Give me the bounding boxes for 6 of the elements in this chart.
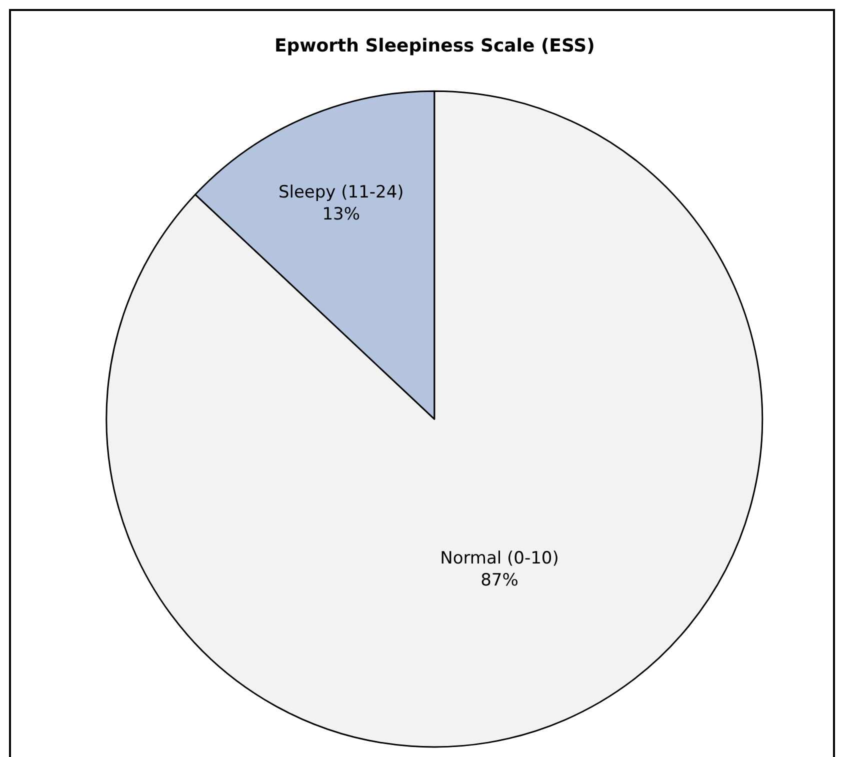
slice-label: Normal (0-10): [440, 548, 559, 568]
data-label: 87%: [480, 570, 518, 591]
chart-title: Epworth Sleepiness Scale (ESS): [274, 36, 595, 57]
data-label: 13%: [322, 204, 360, 225]
pie-slice: [106, 90, 763, 748]
slice-label: Sleepy (11-24): [278, 182, 404, 203]
